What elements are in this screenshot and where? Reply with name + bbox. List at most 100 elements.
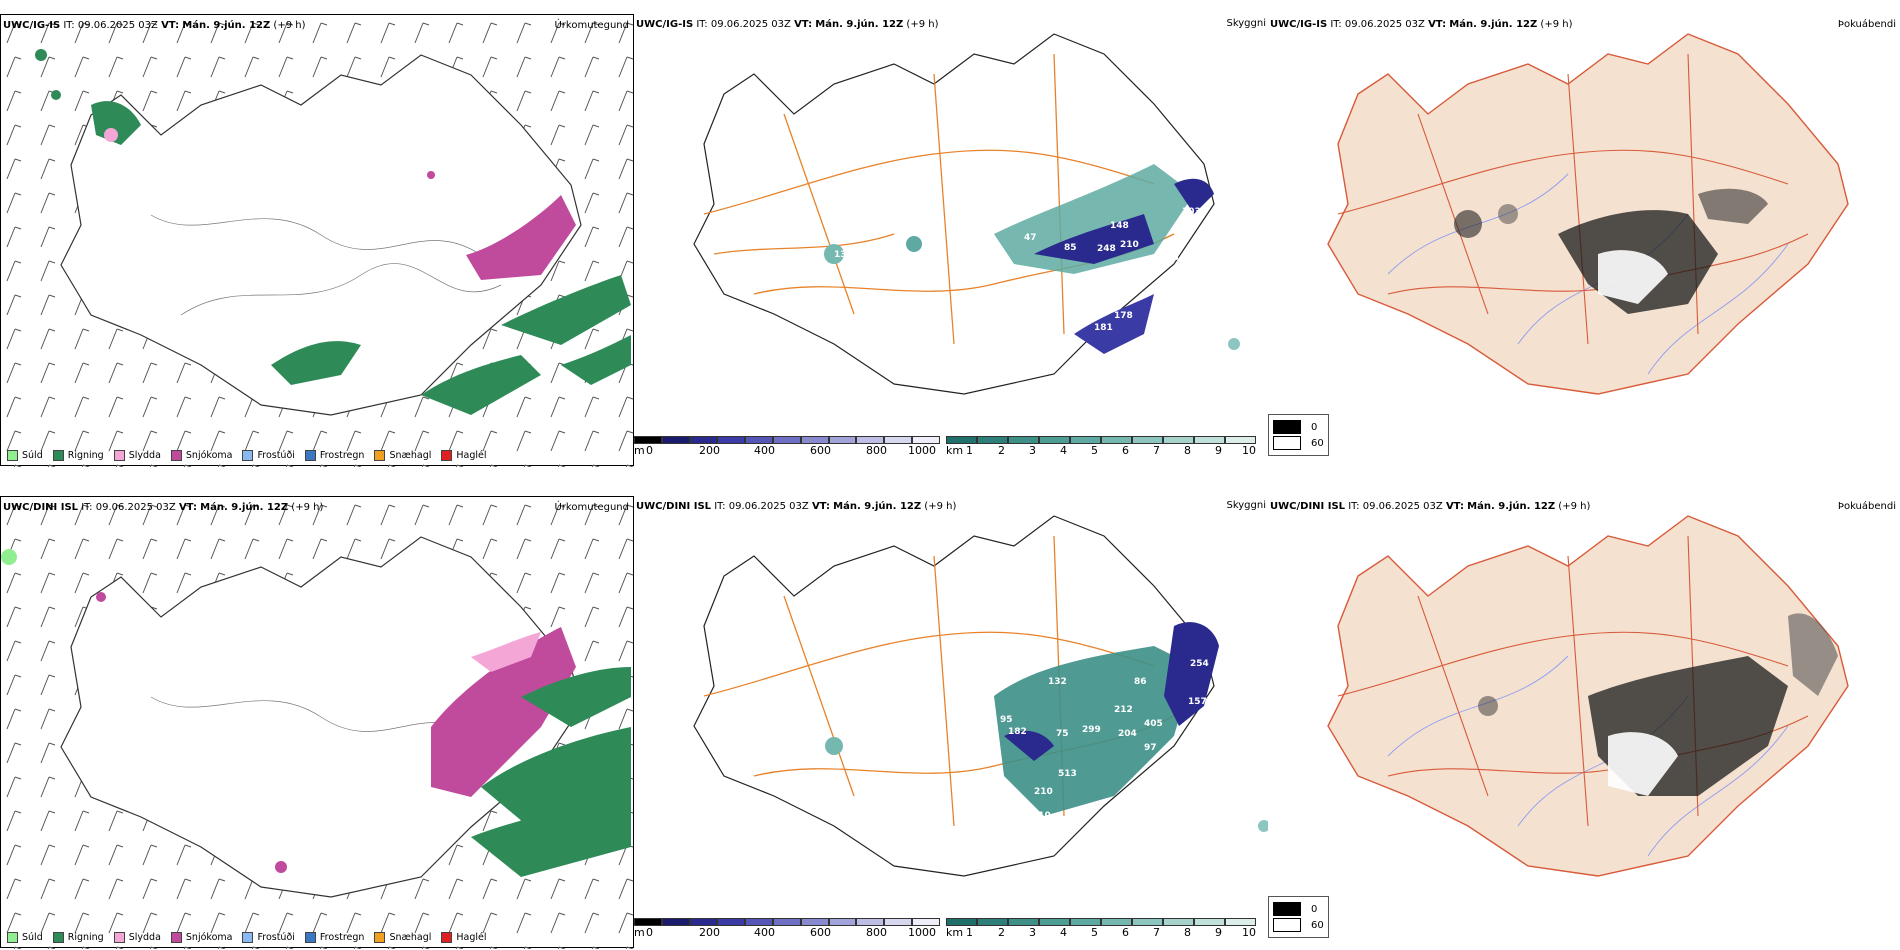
fog-map-bottom — [1327, 515, 1849, 877]
visibility-panel-bottom: 132 86 95 182 75 299 212 204 405 513 210… — [634, 496, 1268, 948]
init-time: IT: 09.06.2025 03Z — [696, 19, 791, 30]
legend-label: Haglél — [456, 932, 487, 943]
ceiling-colorbar: m 0 200 400 600 800 1000 — [634, 918, 940, 940]
vis-number: 254 — [1190, 659, 1209, 669]
legend-swatch — [7, 450, 18, 461]
legend-swatch — [441, 932, 453, 943]
legend-item: Frostúði — [242, 450, 295, 461]
legend-label: Slydda — [128, 450, 161, 461]
legend-swatch — [113, 932, 125, 943]
legend-swatch — [170, 932, 182, 943]
vis-number: 157 — [1188, 697, 1207, 707]
colorbar-segment — [1101, 918, 1132, 926]
cloud-legend-swatch — [1273, 918, 1301, 932]
colorbar-tick: 9 — [1215, 926, 1222, 939]
colorbar-segment — [828, 918, 857, 926]
init-time: IT: 09.06.2025 03Z — [1348, 501, 1443, 512]
colorbar-segment — [1132, 918, 1163, 926]
precip-type-label: Úrkomutegund — [554, 502, 629, 513]
cloud-legend-item: 0 — [1273, 420, 1324, 434]
colorbar-tick: 1 — [966, 926, 973, 939]
colorbar-tick: 600 — [810, 444, 831, 457]
colorbar-tick: 6 — [1122, 444, 1129, 457]
legend-swatch — [304, 450, 316, 461]
colorbar-tick: 8 — [1184, 926, 1191, 939]
colorbar-segment — [856, 436, 885, 444]
legend-swatch — [242, 932, 254, 943]
colorbar-segment — [661, 918, 690, 926]
lead-time: (+9 h) — [906, 19, 939, 30]
colorbar-segment — [1163, 436, 1194, 444]
fog-title: UWC/IG-IS IT: 09.06.2025 03Z VT: Mán. 9.… — [1270, 19, 1572, 30]
legend-item: Súld — [7, 932, 43, 943]
legend-item: Slydda — [113, 932, 161, 943]
fog-title: UWC/DINI ISL IT: 09.06.2025 03Z VT: Mán.… — [1270, 501, 1590, 512]
colorbar-segment — [977, 918, 1008, 926]
colorbar-ticks: km 1 2 3 4 5 6 7 8 9 10 — [946, 444, 1256, 458]
precip-title: UWC/IG-IS IT: 09.06.2025 03Z VT: Mán. 9.… — [3, 20, 305, 31]
colorbar-segment — [856, 918, 885, 926]
colorbar-segment — [884, 436, 912, 444]
legend-item: Snjókoma — [170, 450, 232, 461]
legend-label: Súld — [22, 450, 43, 461]
colorbar-segment — [634, 918, 662, 926]
legend-swatch — [7, 932, 18, 943]
vis-number: 137 — [834, 250, 853, 260]
colorbar-tick: 7 — [1153, 926, 1160, 939]
colorbar-segment — [977, 436, 1008, 444]
legend-item: Frostregn — [304, 450, 364, 461]
vis-number: 86 — [1134, 677, 1147, 687]
precip-title: UWC/DINI ISL IT: 09.06.2025 03Z VT: Mán.… — [3, 502, 323, 513]
vis-number: 47 — [1024, 233, 1037, 243]
colorbar-segment — [689, 918, 718, 926]
init-time: IT: 09.06.2025 03Z — [714, 501, 809, 512]
valid-time: Mán. 9.jún. 12Z — [1467, 501, 1556, 512]
colorbar-segment — [745, 436, 773, 444]
colorbar-segment — [717, 436, 746, 444]
colorbar-segment — [717, 918, 746, 926]
valid-time-label: VT: — [794, 19, 813, 30]
init-time: IT: 09.06.2025 03Z — [63, 20, 158, 31]
colorbar-ticks: m 0 200 400 600 800 1000 — [634, 926, 940, 940]
colorbar-ticks: m 0 200 400 600 800 1000 — [634, 444, 940, 458]
fog-areas — [1478, 613, 1838, 796]
visibility-labels: 137 47 85 248 210 148 303 108 181 178 — [834, 207, 1201, 333]
colorbar-unit: km — [946, 926, 964, 939]
precip-map-top — [1, 15, 635, 467]
vis-number: 75 — [1056, 729, 1069, 739]
valid-time-label: VT: — [1445, 501, 1464, 512]
colorbar-tick: 3 — [1029, 444, 1036, 457]
valid-time: Mán. 9.jún. 12Z — [1449, 19, 1538, 30]
legend-item: Haglél — [441, 932, 487, 943]
colorbar-segments — [634, 918, 940, 926]
colorbar-tick: 0 — [646, 444, 653, 457]
vis-number: 212 — [1114, 705, 1133, 715]
legend-swatch — [304, 932, 316, 943]
colorbar-tick: 400 — [754, 444, 775, 457]
legend-item: Súld — [7, 450, 43, 461]
model-name: UWC/IG-IS — [3, 20, 61, 31]
legend-label: Snæhagl — [389, 450, 432, 461]
colorbar-tick: 600 — [810, 926, 831, 939]
legend-item: Snæhagl — [374, 450, 431, 461]
precip-areas — [35, 49, 631, 415]
colorbar-tick: 2 — [998, 926, 1005, 939]
colorbar-tick: 1000 — [908, 926, 936, 939]
legend-swatch — [374, 932, 386, 943]
legend-item: Rigning — [52, 450, 104, 461]
vis-number: 97 — [1144, 743, 1157, 753]
precip-map-bottom — [1, 497, 635, 949]
visibility-colorbar: km 1 2 3 4 5 6 7 8 9 10 — [946, 436, 1256, 458]
visibility-areas — [825, 622, 1268, 832]
legend-item: Slydda — [113, 450, 161, 461]
colorbar-segment — [1070, 436, 1101, 444]
precip-panel-top: UWC/IG-IS IT: 09.06.2025 03Z VT: Mán. 9.… — [0, 14, 635, 467]
model-name: UWC/IG-IS — [1270, 19, 1328, 30]
colorbar-unit: m — [634, 926, 645, 939]
lead-time: (+9 h) — [1540, 19, 1573, 30]
colorbar-tick: 2 — [998, 444, 1005, 457]
lead-time: (+9 h) — [273, 20, 306, 31]
visibility-title: UWC/IG-IS IT: 09.06.2025 03Z VT: Mán. 9.… — [636, 19, 938, 30]
cloud-legend-label: 0 — [1311, 903, 1318, 915]
legend-swatch — [374, 450, 386, 461]
